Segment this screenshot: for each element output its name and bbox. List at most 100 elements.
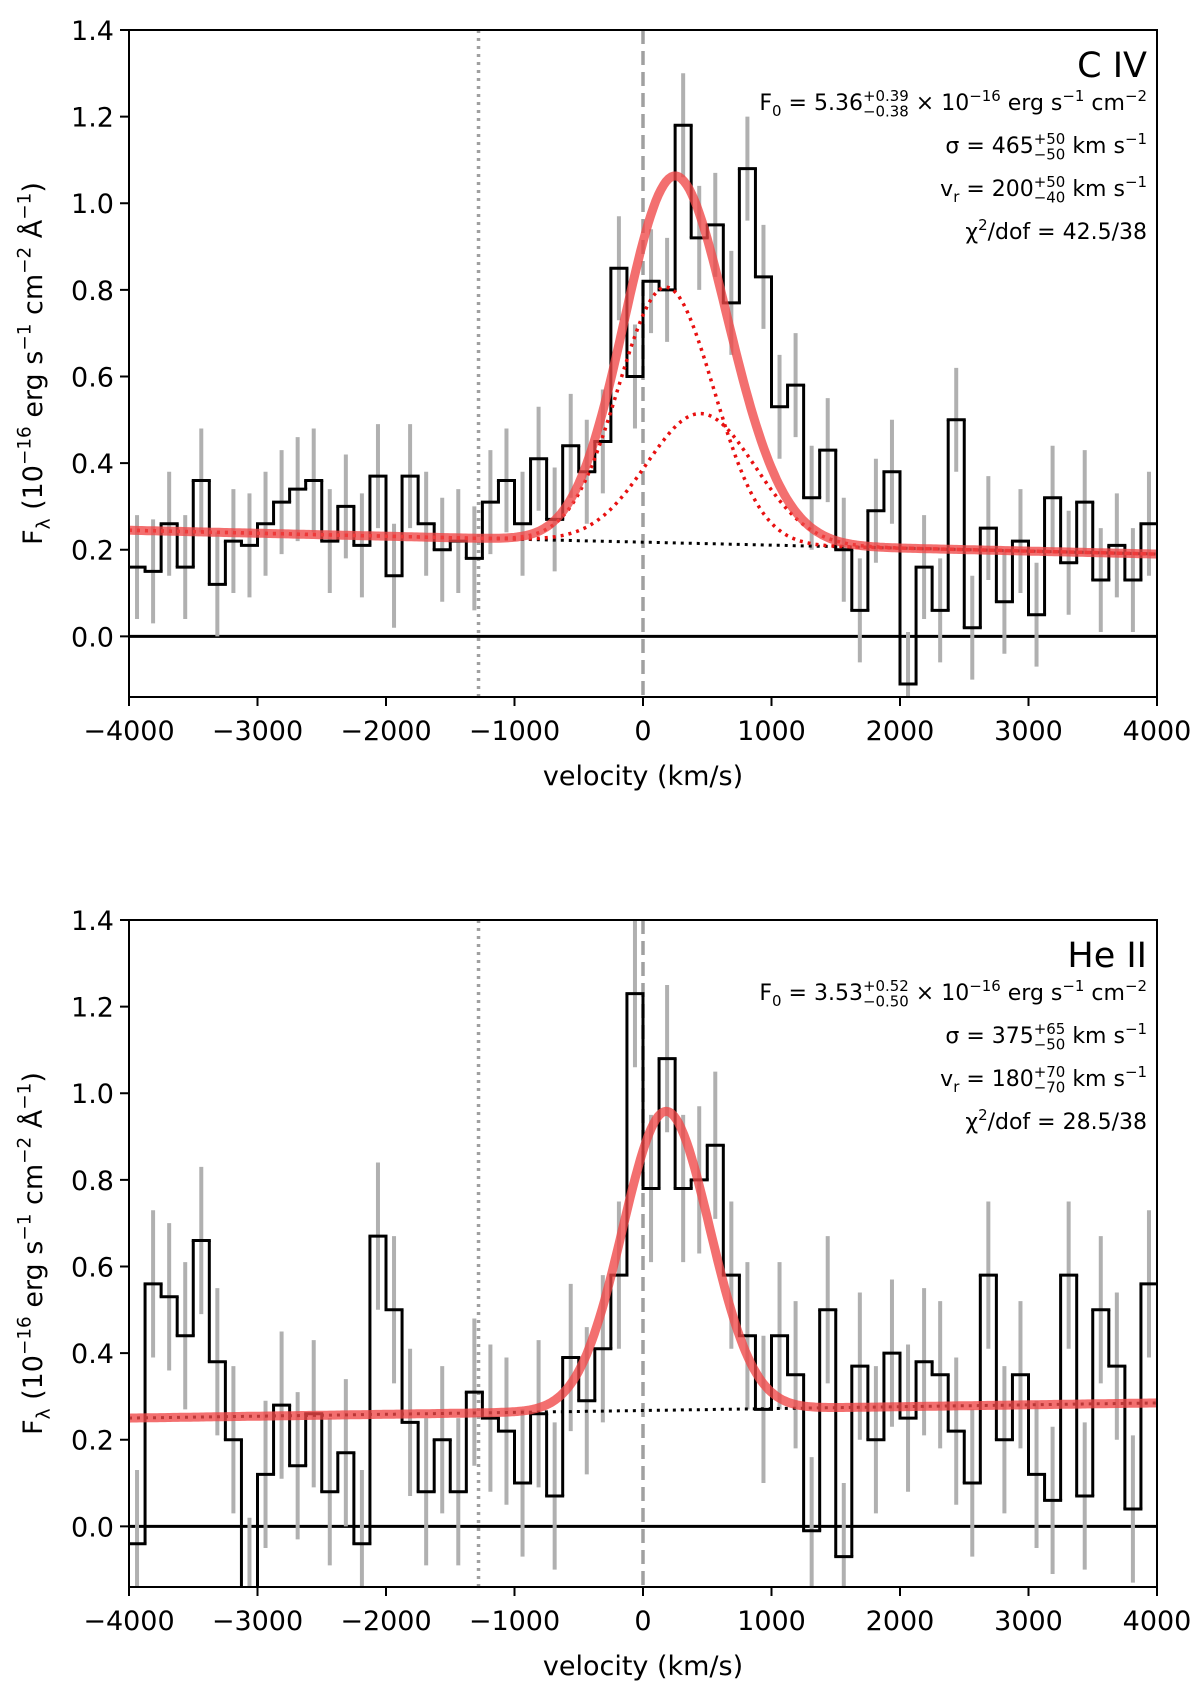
annotation: χ2/dof = 42.5/38	[965, 216, 1147, 245]
text-part: × 10	[909, 981, 969, 1006]
text-part: km s	[1065, 1067, 1125, 1092]
text-part: −50	[1034, 146, 1066, 164]
y-tick-label: 0.8	[71, 1166, 114, 1197]
text-part: +70	[1034, 1063, 1066, 1081]
text-part: erg s	[18, 351, 49, 427]
model-total	[129, 1106, 1157, 1423]
x-tick-label: −2000	[340, 1606, 431, 1637]
text-part: −1	[1125, 1063, 1147, 1081]
text-part: = 200	[959, 177, 1033, 202]
text-part: −50	[1034, 1036, 1066, 1054]
text-part: cm	[18, 274, 49, 324]
text-part: × 10	[909, 91, 969, 116]
text-part: = 3.53	[782, 981, 863, 1006]
x-tick-label: 2000	[866, 716, 935, 747]
x-axis-label: velocity (km/s)	[543, 761, 743, 792]
annotation: σ = 465+50 −50 km s−1	[945, 130, 1147, 164]
text-part: −16	[15, 1316, 36, 1355]
y-tick-label: 0.6	[71, 362, 114, 393]
text-part: σ = 375	[945, 1024, 1033, 1049]
text-part: +65	[1034, 1020, 1066, 1038]
text-part: F	[18, 529, 49, 545]
x-axis-label: velocity (km/s)	[543, 1651, 743, 1682]
text-part: v	[940, 177, 953, 202]
text-part: χ	[965, 1110, 978, 1135]
x-tick-label: −1000	[469, 716, 560, 747]
annotation: vr = 180+70 −70 km s−1	[940, 1063, 1147, 1097]
y-axis-label: Fλ (10−16 erg s−1 cm−2 Å−1)	[15, 182, 55, 545]
text-part: σ = 465	[945, 134, 1033, 159]
text-part: (10	[18, 465, 49, 518]
text-part: χ	[965, 220, 978, 245]
y-tick-label: 1.4	[71, 906, 114, 937]
text-part: −0.38	[863, 103, 909, 121]
text-part: −2	[15, 247, 36, 274]
text-part: (10	[18, 1355, 49, 1408]
text-part: −16	[969, 87, 1001, 105]
annotation: vr = 200+50 −40 km s−1	[940, 173, 1147, 207]
x-tick-label: 2000	[866, 1606, 935, 1637]
x-tick-label: −4000	[83, 716, 174, 747]
x-tick-label: −3000	[212, 716, 303, 747]
y-tick-label: 1.2	[71, 103, 114, 134]
text-part: cm	[18, 1164, 49, 1214]
text-part: /dof = 42.5/38	[988, 220, 1147, 245]
annotation: χ2/dof = 28.5/38	[965, 1106, 1147, 1135]
x-tick-label: −1000	[469, 1606, 560, 1637]
panel-title: He II	[1067, 936, 1147, 976]
annotation: σ = 375+65 −50 km s−1	[945, 1020, 1147, 1054]
text-part: 2	[978, 216, 988, 234]
text-part: −16	[969, 977, 1001, 995]
x-tick-label: 3000	[994, 716, 1063, 747]
text-part: −1	[15, 324, 36, 351]
text-part: −0.50	[863, 993, 909, 1011]
text-part: F	[759, 981, 772, 1006]
text-part: +0.52	[863, 977, 909, 995]
text-part: −1	[1125, 173, 1147, 191]
text-part: km s	[1065, 134, 1125, 159]
text-part: 0	[772, 992, 782, 1010]
text-part: velocity (km/s)	[543, 761, 743, 792]
text-part: λ	[34, 1408, 55, 1419]
y-tick-label: 1.0	[71, 189, 114, 220]
text-part: +50	[1034, 130, 1066, 148]
x-tick-label: 1000	[737, 1606, 806, 1637]
x-tick-label: 4000	[1123, 716, 1192, 747]
y-tick-label: 0.2	[71, 1426, 114, 1457]
text-part: F	[759, 91, 772, 116]
text-part: = 180	[959, 1067, 1033, 1092]
y-tick-label: 0.0	[71, 622, 114, 653]
x-tick-label: −3000	[212, 1606, 303, 1637]
x-tick-label: −2000	[340, 716, 431, 747]
plot-area	[129, 30, 1157, 697]
model-total	[129, 171, 1157, 559]
text-part: erg s	[18, 1241, 49, 1317]
x-tick-label: 4000	[1123, 1606, 1192, 1637]
text-part: km s	[1065, 1024, 1125, 1049]
text-part: −40	[1034, 189, 1066, 207]
text-part: erg s	[1001, 981, 1063, 1006]
text-part: )	[18, 182, 49, 193]
x-tick-label: 0	[634, 1606, 651, 1637]
y-tick-label: 0.4	[71, 1339, 114, 1370]
text-part: −1	[15, 1214, 36, 1241]
text-part: Å	[17, 1109, 49, 1137]
text-part: −1	[15, 193, 36, 220]
y-tick-label: 0.0	[71, 1512, 114, 1543]
text-part: r	[953, 1078, 960, 1096]
x-tick-label: 3000	[994, 1606, 1063, 1637]
y-axis-label: Fλ (10−16 erg s−1 cm−2 Å−1)	[15, 1072, 55, 1435]
x-tick-label: 1000	[737, 716, 806, 747]
text-part: −1	[1125, 130, 1147, 148]
panel-title: C IV	[1077, 46, 1147, 86]
text-part: −2	[1125, 87, 1147, 105]
text-part: r	[953, 188, 960, 206]
text-part: +50	[1034, 173, 1066, 191]
y-tick-label: 0.2	[71, 536, 114, 567]
text-part: velocity (km/s)	[543, 1651, 743, 1682]
text-part: km s	[1065, 177, 1125, 202]
text-part: cm	[1084, 981, 1125, 1006]
text-part: = 5.36	[782, 91, 863, 116]
y-tick-label: 0.4	[71, 449, 114, 480]
